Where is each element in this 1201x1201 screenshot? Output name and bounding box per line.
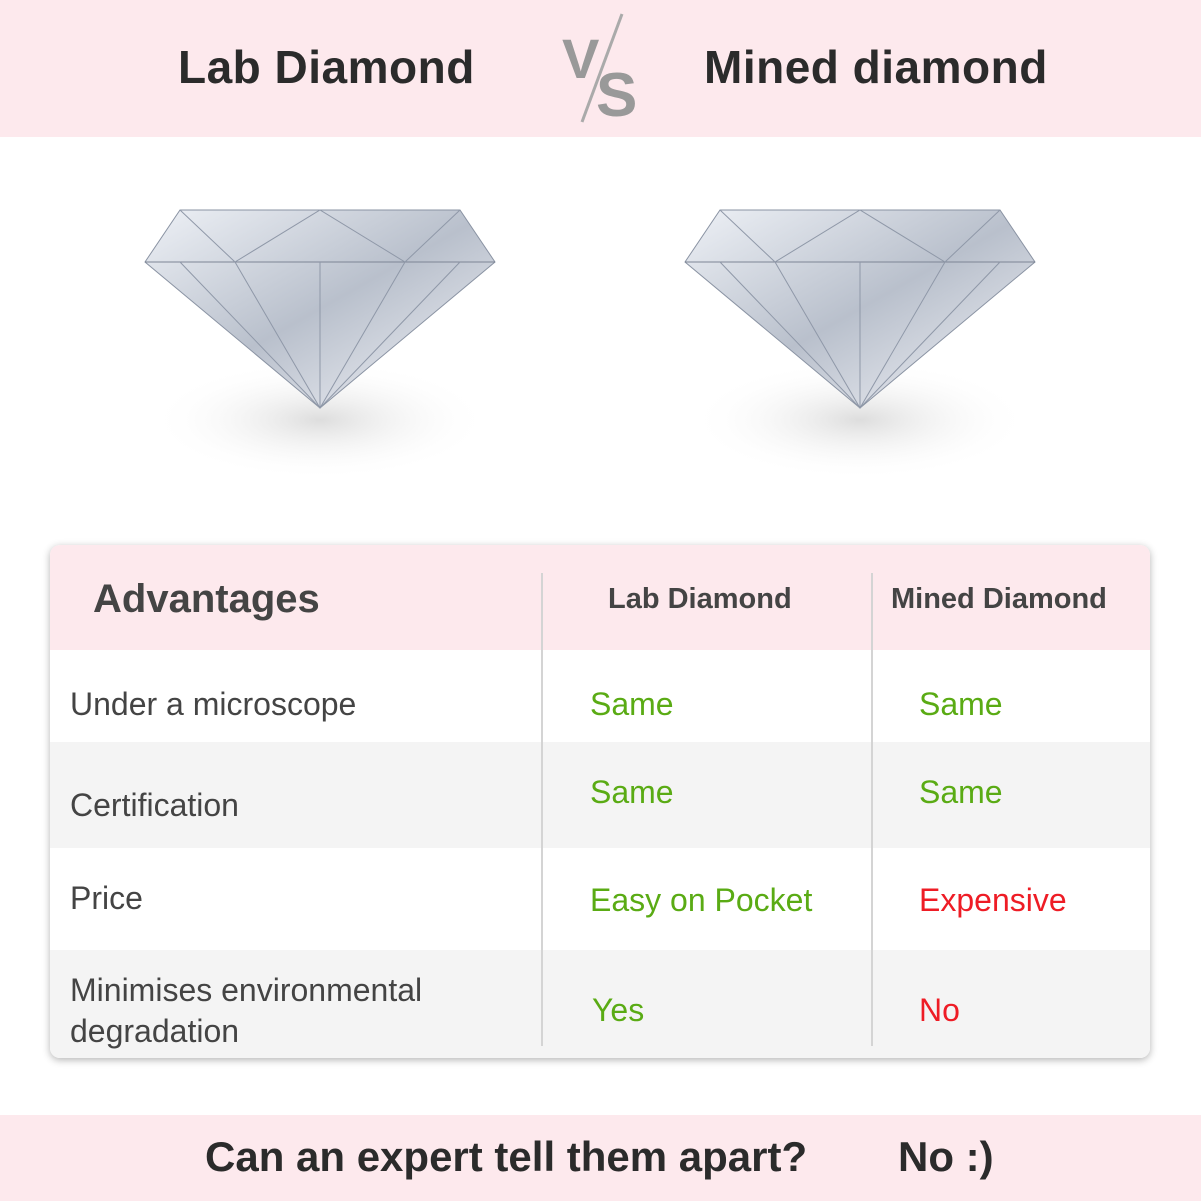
comparison-table: Advantages Lab Diamond Mined Diamond Und… (50, 545, 1150, 1058)
column-divider (541, 573, 543, 1046)
title-band: Lab Diamond V S Mined diamond (0, 0, 1201, 137)
mined-value: Same (919, 774, 1003, 810)
table-row: Minimises environmental degradation Yes … (50, 950, 1150, 1058)
table-header: Advantages Lab Diamond Mined Diamond (50, 545, 1150, 650)
vs-logo: V S (562, 13, 637, 124)
footer-band: Can an expert tell them apart? No :) (0, 1115, 1201, 1201)
table-row: Price Easy on Pocket Expensive (50, 848, 1150, 950)
column-header-mined: Mined Diamond (891, 583, 1107, 615)
mined-value: Expensive (919, 882, 1067, 918)
footer-question: Can an expert tell them apart? (205, 1133, 808, 1180)
row-label: Minimises environmental degradation (70, 972, 423, 1049)
row-label: Under a microscope (70, 686, 357, 722)
row-label: Certification (70, 787, 239, 823)
lab-value: Easy on Pocket (590, 882, 813, 918)
column-header-lab: Lab Diamond (608, 583, 792, 615)
mined-value: Same (919, 686, 1003, 722)
svg-text:S: S (596, 61, 637, 124)
lab-value: Yes (592, 992, 645, 1028)
row-label: Price (70, 880, 143, 916)
mined-diamond-image (684, 209, 1036, 480)
svg-text:V: V (562, 27, 599, 90)
table-row: Certification Same Same (50, 742, 1150, 848)
lab-diamond-title: Lab Diamond (178, 41, 475, 93)
footer-answer: No :) (898, 1133, 994, 1180)
mined-value: No (919, 992, 960, 1028)
mined-diamond-title: Mined diamond (704, 41, 1048, 93)
lab-diamond-image (144, 209, 496, 480)
table-row: Under a microscope Same Same (50, 650, 1150, 742)
lab-value: Same (590, 686, 674, 722)
column-divider (871, 573, 873, 1046)
column-header-advantages: Advantages (93, 577, 320, 621)
lab-value: Same (590, 774, 674, 810)
